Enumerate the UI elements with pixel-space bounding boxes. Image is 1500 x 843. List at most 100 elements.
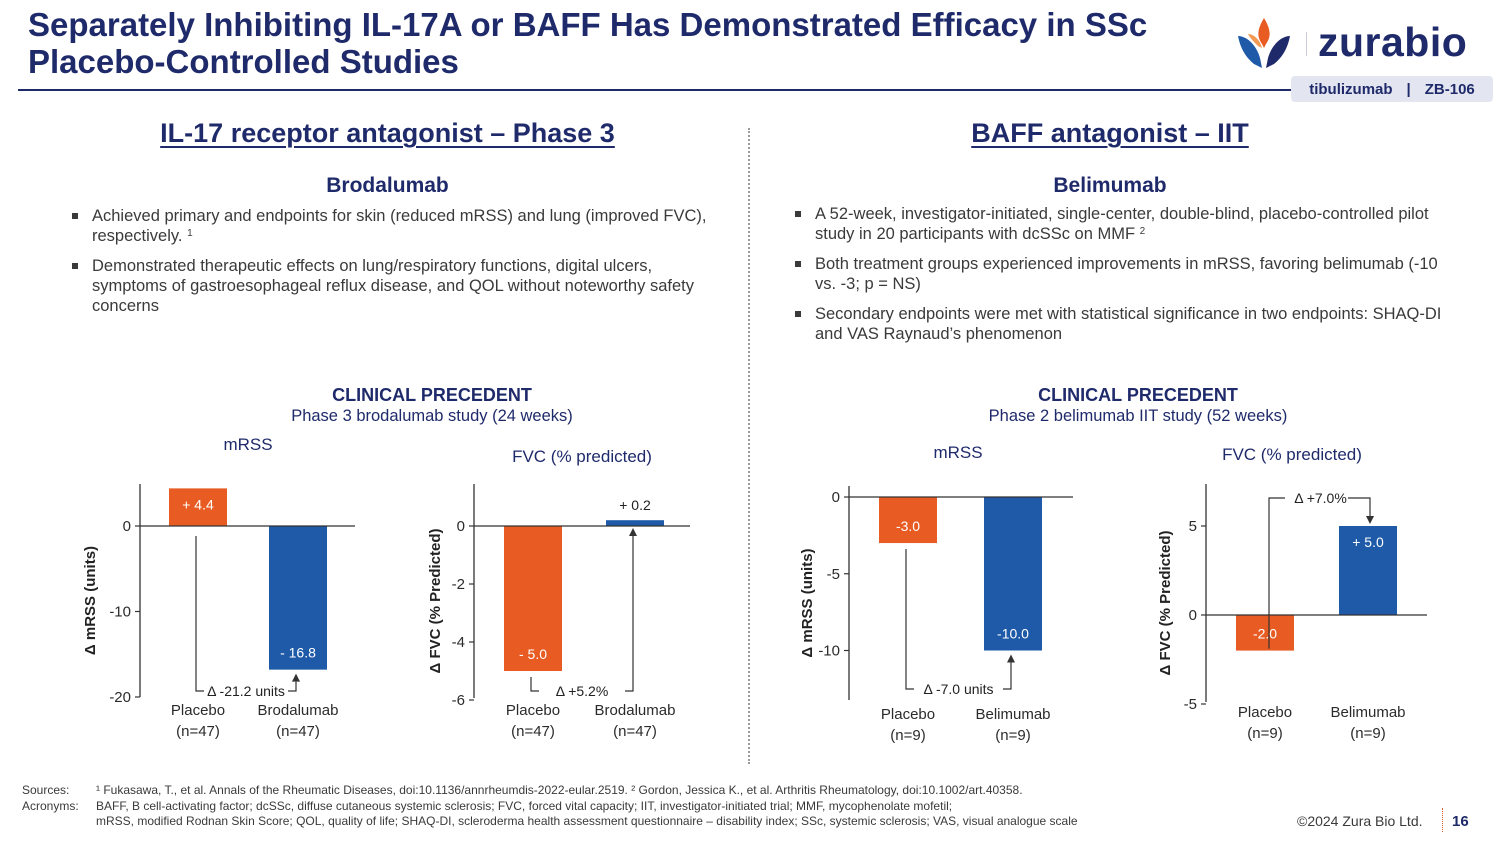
right-section-title: BAFF antagonist – IIT	[971, 118, 1249, 148]
y-tick-label: -20	[109, 689, 131, 706]
chart-1: mRSS Δ mRSS (units) 0 -10 -20 + 4.4 - 16.8 Plac…	[82, 435, 355, 740]
annotation-label: Δ -21.2 units	[207, 683, 285, 699]
left-precedent-subtitle: Phase 3 brodalumab study (24 weeks)	[291, 407, 573, 425]
annotation-label: Δ -7.0 units	[923, 681, 993, 697]
bar-placebo	[1236, 615, 1294, 651]
chart-title: FVC (% predicted)	[512, 447, 652, 466]
bullet-item: A 52-week, investigator-initiated, singl…	[793, 204, 1453, 244]
category-label: (n=47)	[276, 723, 320, 740]
product-tag-right: ZB-106	[1424, 80, 1475, 98]
footer: Sources: ¹ Fukasawa, T., et al. Annals o…	[22, 783, 1078, 830]
data-label: -10.0	[997, 626, 1029, 642]
category-label: Belimumab	[1330, 704, 1405, 721]
column-divider	[748, 128, 750, 764]
bar-placebo	[879, 497, 937, 544]
data-label: + 5.0	[1352, 534, 1384, 550]
data-label: + 0.2	[619, 497, 651, 513]
right-drug-name: Belimumab	[1053, 174, 1167, 197]
annotation-arrow-icon	[629, 528, 637, 536]
category-label: (n=9)	[1247, 725, 1282, 742]
bullet-item: Achieved primary and endpoints for skin …	[70, 206, 710, 246]
y-tick-label: -10	[818, 643, 840, 660]
annotation-arrow-icon	[292, 673, 300, 682]
bullet-item: Both treatment groups experienced improv…	[793, 254, 1453, 294]
category-label: (n=47)	[176, 723, 220, 740]
y-tick-label: 0	[457, 518, 465, 535]
sources-label: Sources:	[22, 783, 70, 797]
annotation-label: Δ +7.0%	[1294, 490, 1347, 506]
bar-treatment	[1339, 526, 1397, 615]
category-label: Placebo	[881, 706, 935, 723]
annotation-label: Δ +5.2%	[556, 683, 609, 699]
data-label: -2.0	[1253, 626, 1277, 642]
category-label: (n=9)	[1350, 725, 1385, 742]
category-label: Brodalumab	[595, 702, 676, 719]
logo-wordmark: zurabio	[1318, 19, 1468, 65]
category-label: Placebo	[506, 702, 560, 719]
bar-placebo	[169, 488, 227, 526]
annotation-bracket	[905, 549, 914, 690]
y-tick-label: -5	[827, 566, 840, 583]
product-tag: tibulizumab | ZB-106	[1291, 76, 1493, 102]
chart-4: FVC (% predicted) Δ FVC (% Predicted) 5 0 -5…	[1157, 445, 1427, 742]
product-tag-separator: |	[1406, 80, 1411, 98]
right-precedent-subtitle: Phase 2 belimumab IIT study (52 weeks)	[988, 407, 1288, 425]
annotation-bracket	[1268, 497, 1285, 649]
annotation-bracket	[195, 536, 204, 692]
annotation-bracket	[625, 536, 634, 692]
y-tick-label: -10	[109, 604, 131, 621]
y-axis-label: Δ FVC (% Predicted)	[427, 529, 444, 674]
chart-2: FVC (% predicted) Δ FVC (% Predicted) 0 -2 -…	[427, 447, 690, 740]
category-label: Placebo	[1238, 704, 1292, 721]
bar-placebo	[504, 526, 562, 671]
category-label: Belimumab	[975, 706, 1050, 723]
annotation-bracket	[1003, 662, 1012, 690]
category-label: (n=9)	[890, 727, 925, 744]
y-tick-label: -4	[452, 634, 465, 651]
annotation-arrow-icon	[1366, 516, 1374, 524]
annotation-bracket	[288, 681, 297, 692]
chart-title: FVC (% predicted)	[1222, 445, 1362, 464]
left-section-title: IL-17 receptor antagonist – Phase 3	[160, 118, 615, 148]
y-tick-label: 5	[1189, 518, 1197, 535]
annotation-bracket	[530, 677, 539, 692]
y-axis-label: Δ mRSS (units)	[82, 546, 99, 655]
title-divider	[18, 89, 1291, 91]
copyright-separator	[1442, 808, 1443, 832]
y-tick-label: 0	[1189, 607, 1197, 624]
acronyms-text-2: mRSS, modified Rodnan Skin Score; QOL, q…	[96, 814, 1078, 828]
y-axis-label: Δ mRSS (units)	[799, 548, 816, 657]
bar-treatment	[984, 497, 1042, 651]
annotation-bracket	[1348, 497, 1371, 516]
right-bullet-list: A 52-week, investigator-initiated, singl…	[793, 204, 1453, 354]
right-precedent-title: CLINICAL PRECEDENT	[1038, 385, 1238, 405]
product-tag-left: tibulizumab	[1309, 80, 1393, 98]
chart-3: mRSS Δ mRSS (units) 0 -5 -10 -3.0 -10.0 Placebo…	[799, 443, 1073, 744]
left-bullet-list: Achieved primary and endpoints for skin …	[70, 206, 710, 326]
y-tick-label: 0	[123, 518, 131, 535]
bar-treatment	[606, 520, 664, 526]
category-label: (n=9)	[995, 727, 1030, 744]
bullet-item: Secondary endpoints were met with statis…	[793, 304, 1453, 344]
page-number: 16	[1452, 813, 1469, 830]
zurabio-logo-icon	[1238, 18, 1290, 68]
sources-text: ¹ Fukasawa, T., et al. Annals of the Rhe…	[96, 783, 1023, 797]
acronyms-label: Acronyms:	[22, 798, 79, 813]
left-precedent-title: CLINICAL PRECEDENT	[332, 385, 532, 405]
data-label: - 5.0	[519, 646, 547, 662]
y-tick-label: 0	[832, 489, 840, 506]
copyright: ©2024 Zura Bio Ltd.	[1297, 813, 1423, 829]
chart-title: mRSS	[223, 435, 272, 454]
data-label: + 4.4	[182, 496, 214, 512]
y-tick-label: -2	[452, 576, 465, 593]
chart-title: mRSS	[933, 443, 982, 462]
y-tick-label: -5	[1184, 696, 1197, 713]
category-label: Brodalumab	[258, 702, 339, 719]
category-label: (n=47)	[511, 723, 555, 740]
left-drug-name: Brodalumab	[326, 174, 449, 197]
category-label: (n=47)	[613, 723, 657, 740]
annotation-arrow-icon	[1007, 654, 1015, 663]
bar-treatment	[269, 526, 327, 670]
logo-separator	[1306, 32, 1307, 56]
